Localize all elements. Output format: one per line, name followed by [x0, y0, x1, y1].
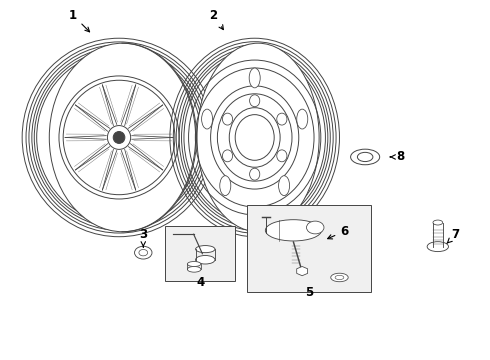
Ellipse shape	[266, 220, 321, 241]
Ellipse shape	[196, 246, 215, 253]
Text: 6: 6	[328, 225, 348, 239]
Ellipse shape	[249, 68, 260, 88]
Ellipse shape	[277, 113, 287, 125]
Ellipse shape	[249, 95, 260, 107]
Text: 3: 3	[139, 229, 147, 247]
Ellipse shape	[201, 109, 213, 129]
Ellipse shape	[307, 221, 324, 234]
Ellipse shape	[196, 256, 215, 264]
Ellipse shape	[222, 113, 233, 125]
Ellipse shape	[220, 176, 231, 195]
Ellipse shape	[113, 131, 125, 143]
Ellipse shape	[277, 150, 287, 162]
Ellipse shape	[49, 43, 196, 232]
Ellipse shape	[331, 273, 348, 282]
Text: 7: 7	[447, 229, 460, 243]
Ellipse shape	[197, 43, 319, 232]
Ellipse shape	[187, 261, 201, 266]
Ellipse shape	[427, 242, 448, 252]
Text: 8: 8	[390, 150, 404, 163]
Bar	[165, 226, 235, 281]
Text: 1: 1	[69, 9, 90, 32]
Text: 2: 2	[209, 9, 223, 30]
Ellipse shape	[249, 168, 260, 180]
Ellipse shape	[433, 220, 442, 225]
Bar	[247, 205, 371, 292]
Ellipse shape	[222, 150, 233, 162]
Text: 5: 5	[305, 286, 314, 299]
Ellipse shape	[187, 266, 201, 272]
Ellipse shape	[297, 109, 308, 129]
Ellipse shape	[279, 176, 290, 195]
Text: 4: 4	[196, 276, 204, 289]
